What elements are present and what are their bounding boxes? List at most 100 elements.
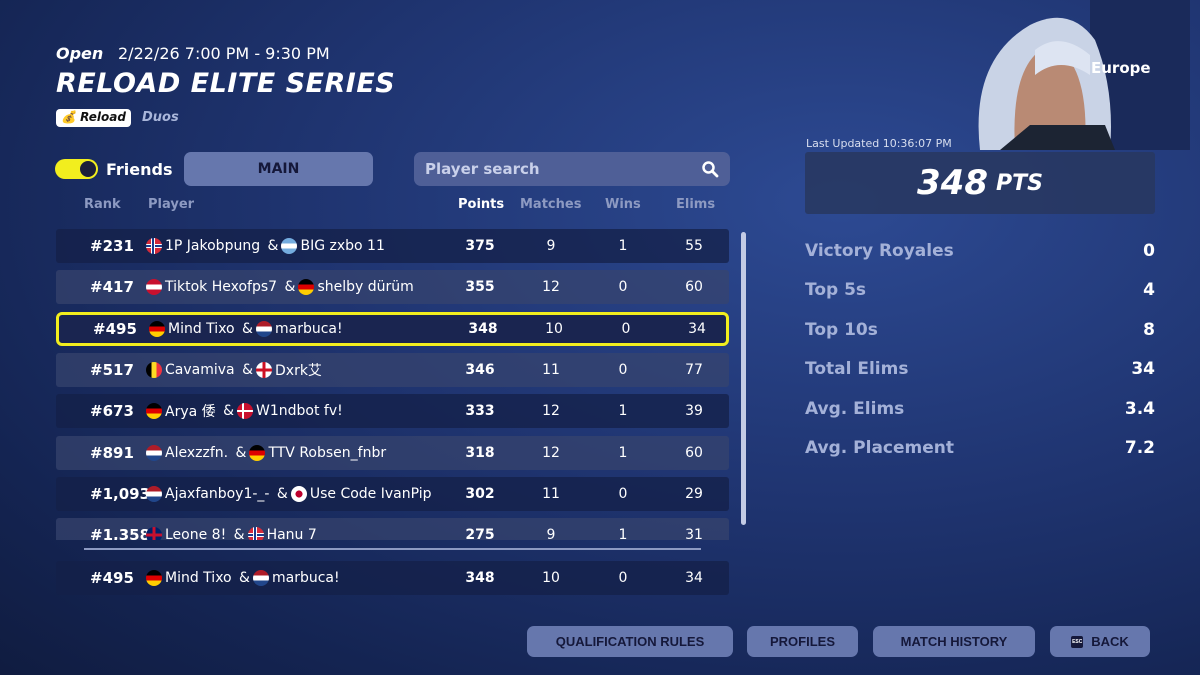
stat-row: Top 10s 8 xyxy=(805,320,1155,340)
flag-en-icon xyxy=(256,361,272,378)
table-row[interactable]: #891 Alexzzfn. & TTV Robsen_fnbr 318 12 … xyxy=(56,435,729,470)
esc-key-icon: ESC xyxy=(1071,635,1084,648)
stat-label: Top 10s xyxy=(805,319,878,340)
stat-label: Victory Royales xyxy=(805,241,954,261)
last-updated: Last Updated 10:36:07 PM xyxy=(806,137,952,150)
player-1: Leone 8! xyxy=(165,527,227,540)
search-input[interactable] xyxy=(425,160,685,178)
stat-label: Top 5s xyxy=(805,280,867,301)
player-2: marbuca! xyxy=(274,320,343,337)
matches: 11 xyxy=(542,361,560,378)
player-names: Mind Tixo & marbuca! xyxy=(149,320,343,337)
column-matches[interactable]: Matches xyxy=(520,197,582,212)
table-row[interactable]: #517 Cavamiva & Dxrk艾 346 11 0 77 xyxy=(56,352,729,387)
rank: #517 xyxy=(90,360,134,379)
stat-row: Total Elims 34 xyxy=(805,359,1155,379)
event-datetime: 2/22/26 7:00 PM - 9:30 PM xyxy=(118,44,330,63)
character-portrait xyxy=(940,0,1190,150)
player-1: 1P Jakobpung xyxy=(165,238,261,254)
elims: 34 xyxy=(688,320,706,337)
stat-label: Total Elims xyxy=(805,359,909,380)
table-row[interactable]: #417 Tiktok Hexofps7 & shelby dürüm 355 … xyxy=(56,270,729,305)
table-row[interactable]: #495 Mind Tixo & marbuca! 348 10 0 34 xyxy=(56,311,729,346)
stat-row: Avg. Elims 3.4 xyxy=(805,399,1155,419)
player-2: marbuca! xyxy=(271,570,340,586)
column-points[interactable]: Points xyxy=(458,197,505,212)
flag-ar-icon xyxy=(281,238,298,254)
stat-value: 3.4 xyxy=(1124,398,1155,419)
elims: 34 xyxy=(685,570,703,586)
wins: 0 xyxy=(621,320,631,337)
stat-value: 4 xyxy=(1143,280,1155,301)
table-row[interactable]: #1,093 Ajaxfanboy1-_- & Use Code IvanPip… xyxy=(56,476,729,511)
player-2: Hanu 7 xyxy=(266,527,317,540)
elims: 60 xyxy=(685,279,703,296)
player-search[interactable] xyxy=(414,152,730,186)
mode-badge-label: Reload xyxy=(80,110,126,124)
flag-no-icon xyxy=(247,527,264,540)
elims: 60 xyxy=(685,444,703,461)
player-1: Ajaxfanboy1-_- xyxy=(165,485,270,502)
matches: 10 xyxy=(542,570,560,586)
flag-nl-icon xyxy=(146,485,162,502)
leaderboard-list: #231 1P Jakobpung & BIG zxbo 11 375 9 1 … xyxy=(0,229,740,540)
rank: #673 xyxy=(90,402,134,421)
wins: 0 xyxy=(618,485,628,502)
match-history-button[interactable]: MATCH HISTORY xyxy=(873,626,1035,657)
flag-no-icon xyxy=(146,238,162,254)
table-row[interactable]: #1,358 Leone 8! & Hanu 7 275 9 1 31 xyxy=(56,518,729,540)
mode-badge: 💰 Reload xyxy=(56,109,131,127)
back-button[interactable]: ESC BACK xyxy=(1050,626,1150,657)
page-title: RELOAD ELITE SERIES xyxy=(56,68,396,99)
search-icon[interactable] xyxy=(701,160,719,178)
points-value: 348 xyxy=(917,163,988,203)
player-names: Tiktok Hexofps7 & shelby dürüm xyxy=(146,279,414,296)
player-2: BIG zxbo 11 xyxy=(300,238,385,254)
points-summary: 348 PTS xyxy=(805,152,1155,214)
wins: 1 xyxy=(618,238,628,254)
profiles-button[interactable]: PROFILES xyxy=(747,626,858,657)
rank: #891 xyxy=(90,443,134,462)
points-unit: PTS xyxy=(996,170,1043,196)
matches: 12 xyxy=(542,403,560,420)
column-player: Player xyxy=(148,197,195,212)
wins: 1 xyxy=(618,527,628,540)
flag-nl-icon xyxy=(252,570,269,586)
elims: 77 xyxy=(685,361,703,378)
qualification-rules-button[interactable]: QUALIFICATION RULES xyxy=(527,626,733,657)
column-elims[interactable]: Elims xyxy=(676,197,716,212)
column-wins[interactable]: Wins xyxy=(605,197,641,212)
friends-label: Friends xyxy=(106,160,173,179)
player-1: Mind Tixo xyxy=(168,320,235,337)
player-2: shelby dürüm xyxy=(317,279,414,296)
friends-toggle[interactable] xyxy=(55,159,98,179)
tab-main[interactable]: MAIN xyxy=(184,152,373,186)
stat-row: Victory Royales 0 xyxy=(805,241,1155,261)
wins: 1 xyxy=(618,403,628,420)
points: 348 xyxy=(465,570,495,586)
stat-value: 34 xyxy=(1131,359,1155,380)
player-names: Arya 倭 & W1ndbot fv! xyxy=(146,401,343,421)
flag-nl-icon xyxy=(146,444,162,461)
flag-de-icon xyxy=(249,444,266,461)
points: 348 xyxy=(468,320,498,337)
scrollbar[interactable] xyxy=(741,232,746,525)
points: 318 xyxy=(465,444,495,461)
flag-dk-icon xyxy=(237,403,254,420)
stat-label: Avg. Elims xyxy=(805,398,905,419)
table-row[interactable]: #673 Arya 倭 & W1ndbot fv! 333 12 1 39 xyxy=(56,394,729,429)
matches: 9 xyxy=(546,238,556,254)
rank: #495 xyxy=(90,569,134,587)
player-1: Alexzzfn. xyxy=(165,444,229,461)
points: 302 xyxy=(465,485,495,502)
stat-row: Avg. Placement 7.2 xyxy=(805,438,1155,458)
matches: 12 xyxy=(542,444,560,461)
table-row[interactable]: #231 1P Jakobpung & BIG zxbo 11 375 9 1 … xyxy=(56,229,729,263)
table-row[interactable]: #495 Mind Tixo & marbuca! 348 10 0 34 xyxy=(56,561,729,595)
player-1: Tiktok Hexofps7 xyxy=(165,279,278,296)
divider xyxy=(84,548,701,550)
rank: #417 xyxy=(90,278,134,297)
matches: 11 xyxy=(542,485,560,502)
money-bag-icon: 💰 xyxy=(61,110,76,124)
elims: 29 xyxy=(685,485,703,502)
